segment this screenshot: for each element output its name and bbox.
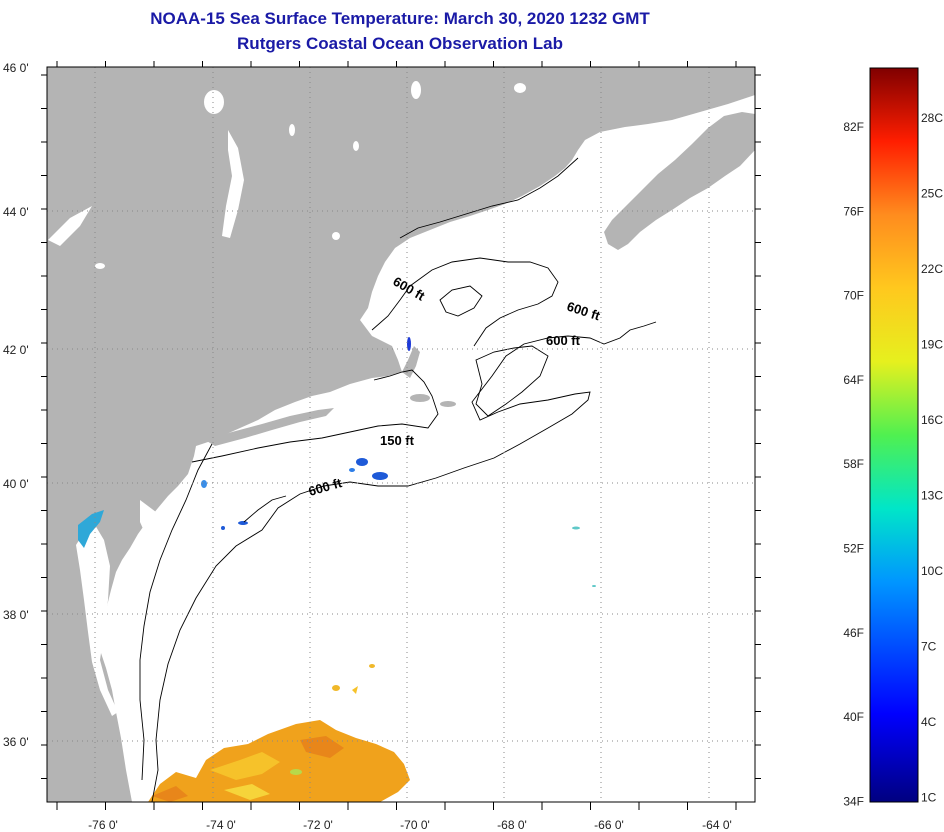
contour-georges bbox=[475, 345, 549, 417]
lake-4 bbox=[95, 263, 105, 269]
lat-label: 36 0' bbox=[3, 735, 29, 749]
map-subtitle: Rutgers Coastal Ocean Observation Lab bbox=[237, 34, 563, 53]
map-frame bbox=[46, 66, 756, 803]
lat-label: 44 0' bbox=[3, 205, 29, 219]
colorbar-f-label: 82F bbox=[843, 120, 864, 134]
colorbar-c-label: 28C bbox=[921, 111, 943, 125]
colorbar-f-label: 34F bbox=[843, 794, 864, 808]
colorbar-c-label: 7C bbox=[921, 640, 937, 654]
lon-label: -68 0' bbox=[497, 818, 527, 832]
contour-label-150: 150 ft bbox=[380, 433, 415, 448]
colorbar-f-label: 70F bbox=[843, 289, 864, 303]
contour-label-georges: 600 ft bbox=[546, 333, 581, 348]
colorbar-celsius-labels: 28C 25C 22C 19C 16C 13C 10C 7C 4C 1C bbox=[921, 111, 943, 805]
land-long-island bbox=[205, 408, 334, 446]
colorbar-c-label: 22C bbox=[921, 262, 943, 276]
lake-ontario bbox=[48, 206, 92, 246]
contour-150ft bbox=[191, 369, 439, 463]
lon-label: -76 0' bbox=[88, 818, 118, 832]
contour-shore bbox=[139, 443, 213, 781]
lat-label: 42 0' bbox=[3, 343, 29, 357]
lake-1 bbox=[204, 90, 224, 114]
longitude-labels: -76 0' -74 0' -72 0' -70 0' -68 0' -66 0' -64 … bbox=[88, 818, 732, 832]
contour-gom-inner bbox=[439, 285, 483, 317]
lon-label: -66 0' bbox=[594, 818, 624, 832]
colorbar-f-label: 40F bbox=[843, 710, 864, 724]
lat-label: 40 0' bbox=[3, 477, 29, 491]
water-chesapeake-sst bbox=[78, 510, 104, 548]
latitude-labels: 46 0' 44 0' 42 0' 40 0' 38 0' 36 0' bbox=[3, 61, 29, 749]
colorbar-f-label: 52F bbox=[843, 542, 864, 556]
colorbar-c-label: 10C bbox=[921, 564, 943, 578]
lake-2 bbox=[411, 81, 421, 99]
land-cape-cod bbox=[402, 346, 420, 378]
contour-canyon bbox=[243, 495, 287, 523]
colorbar-c-label: 19C bbox=[921, 338, 943, 352]
colorbar-f-label: 76F bbox=[843, 204, 864, 218]
lon-label: -74 0' bbox=[206, 818, 236, 832]
water-delaware-bay bbox=[140, 500, 162, 546]
colorbar-f-label: 46F bbox=[843, 626, 864, 640]
map-title: NOAA-15 Sea Surface Temperature: March 3… bbox=[150, 9, 650, 28]
lake-5 bbox=[332, 232, 340, 240]
bathymetry-contours bbox=[139, 157, 657, 802]
axis-ticks bbox=[41, 61, 761, 810]
colorbar-c-label: 25C bbox=[921, 187, 943, 201]
colorbar-f-label: 64F bbox=[843, 373, 864, 387]
lake-7 bbox=[353, 141, 359, 151]
colorbar-c-label: 13C bbox=[921, 489, 943, 503]
land-nantucket bbox=[440, 401, 456, 407]
land-nova-scotia bbox=[604, 112, 755, 250]
sst-cold-spots bbox=[201, 337, 596, 587]
sst-warm-patch bbox=[148, 664, 410, 802]
colorbar-c-label: 4C bbox=[921, 715, 937, 729]
lon-label: -70 0' bbox=[400, 818, 430, 832]
lon-label: -64 0' bbox=[702, 818, 732, 832]
contour-coast-ne bbox=[399, 157, 579, 239]
contour-600ft-shelf bbox=[151, 321, 657, 802]
lat-label: 46 0' bbox=[3, 61, 29, 75]
colorbar-c-label: 16C bbox=[921, 413, 943, 427]
water-chesapeake-bay bbox=[76, 520, 118, 716]
lon-label: -72 0' bbox=[303, 818, 333, 832]
lake-3 bbox=[514, 83, 526, 93]
contour-gom bbox=[371, 257, 559, 347]
colorbar-f-label: 58F bbox=[843, 457, 864, 471]
land-mainland bbox=[47, 67, 755, 802]
land-marthas-vineyard bbox=[410, 394, 430, 402]
colorbar-fahrenheit-labels: 82F 76F 70F 64F 58F 52F 46F 40F 34F bbox=[843, 120, 864, 808]
lat-label: 38 0' bbox=[3, 608, 29, 622]
lake-6 bbox=[289, 124, 295, 136]
colorbar-scale bbox=[869, 67, 919, 803]
colorbar-c-label: 1C bbox=[921, 791, 937, 805]
